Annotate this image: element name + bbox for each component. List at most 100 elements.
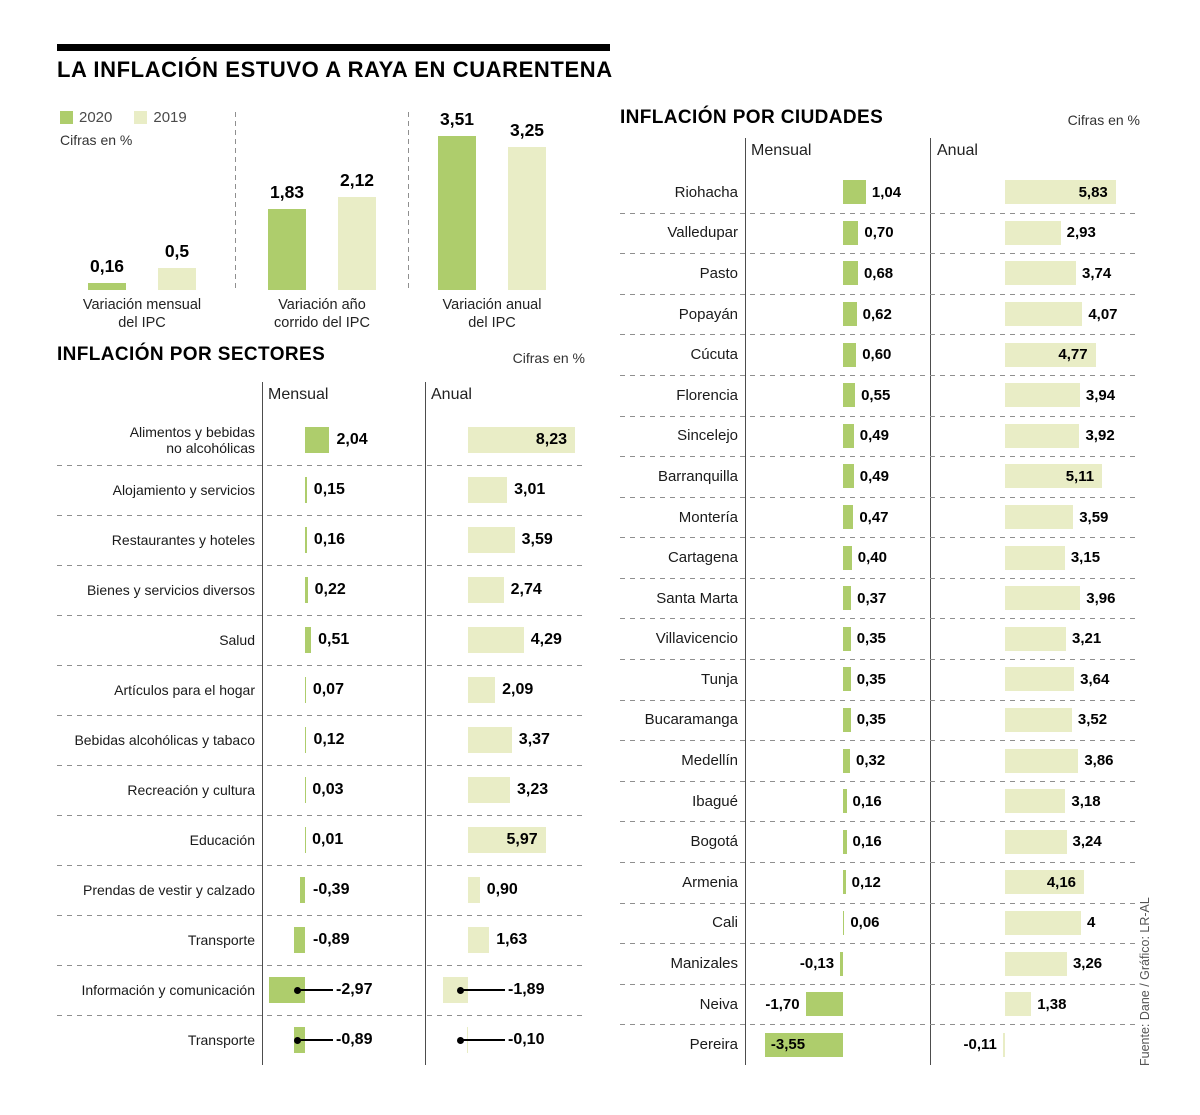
summary-bar-2020 <box>438 135 476 290</box>
city-anual-bar <box>1005 383 1080 408</box>
sector-mensual-bar <box>305 677 306 703</box>
city-anual-bar <box>1005 870 1085 895</box>
sector-mensual-bar <box>305 577 308 603</box>
city-row-label: Villavicencio <box>655 630 738 648</box>
city-anual-bar <box>1005 261 1077 286</box>
city-mensual-value: 0,35 <box>856 630 886 648</box>
sector-row-separator <box>57 715 585 716</box>
city-row-separator <box>620 212 1140 214</box>
legend: 2020 2019 <box>60 109 187 126</box>
city-row-label: Cartagena <box>667 549 738 567</box>
city-mensual-bar <box>843 342 857 367</box>
sector-anual-bar <box>468 727 512 753</box>
city-anual-value: 1,38 <box>1037 995 1067 1013</box>
summary-category-label: Variación año corrido del IPC <box>274 297 370 331</box>
city-anual-bar <box>1005 748 1079 773</box>
sector-anual-callout-line <box>460 1039 505 1041</box>
sector-mensual-value: -0,89 <box>336 1031 373 1048</box>
sector-mensual-value: 2,04 <box>336 431 368 448</box>
city-mensual-value: 0,49 <box>859 467 889 485</box>
summary-bar-value: 3,51 <box>439 108 475 129</box>
city-row-separator <box>620 699 1140 701</box>
city-mensual-value: 0,37 <box>857 589 887 607</box>
sector-mensual-bar <box>300 877 305 903</box>
city-mensual-bar <box>843 829 847 854</box>
city-anual-value: 4 <box>1087 914 1096 932</box>
sector-mensual-bar <box>305 527 307 553</box>
city-row-label: Barranquilla <box>657 467 738 485</box>
city-anual-value: 4,77 <box>1058 346 1088 364</box>
city-anual-bar <box>1005 302 1083 327</box>
city-anual-bar <box>1005 789 1066 814</box>
city-mensual-value: 0,47 <box>859 508 889 526</box>
city-mensual-value: 0,55 <box>861 386 891 404</box>
legend-swatch-2019 <box>134 111 148 124</box>
cities-units-label: Cifras en % <box>1067 112 1140 128</box>
city-row-separator <box>620 456 1140 458</box>
sector-row-separator <box>57 515 585 516</box>
cities-col-mensual: Mensual <box>751 142 812 159</box>
city-anual-value: 3,96 <box>1086 589 1116 607</box>
summary-units-label: Cifras en % <box>60 132 133 148</box>
sector-mensual-value: 0,01 <box>312 831 344 848</box>
city-mensual-value: 0,62 <box>862 305 892 323</box>
legend-label-2020: 2020 <box>79 109 113 126</box>
summary-bar-value: 3,25 <box>509 120 545 140</box>
sector-mensual-value: -2,97 <box>336 981 373 998</box>
sector-anual-value: 3,01 <box>514 481 546 498</box>
city-row-label: Manizales <box>670 954 738 972</box>
city-row-label: Montería <box>678 508 738 526</box>
city-row-label: Tunja <box>701 670 738 688</box>
city-row-separator <box>620 821 1140 823</box>
city-anual-value: 3,59 <box>1079 508 1109 526</box>
summary-bar-2019 <box>338 196 376 290</box>
sector-row-label: Bebidas alcohólicas y tabaco <box>74 731 255 748</box>
sector-row-label: Artículos para el hogar <box>114 681 255 698</box>
city-mensual-value: 0,40 <box>857 549 887 567</box>
sector-mensual-value: 0,51 <box>318 631 350 648</box>
sector-mensual-value: 0,03 <box>312 781 344 798</box>
city-row-label: Sincelejo <box>677 427 738 445</box>
sector-anual-value: 2,74 <box>510 581 542 598</box>
sector-anual-value: 0,90 <box>486 881 518 898</box>
city-mensual-value: 0,12 <box>851 873 881 891</box>
city-anual-bar <box>1005 910 1081 935</box>
city-row-separator <box>620 618 1140 620</box>
sector-row-separator <box>57 465 585 466</box>
city-anual-value: 3,26 <box>1072 954 1103 972</box>
sector-row-label: Información y comunicación <box>81 981 255 998</box>
city-mensual-bar <box>843 505 854 529</box>
city-anual-value: 5,83 <box>1078 183 1108 201</box>
city-mensual-value: 0,35 <box>856 670 886 688</box>
sector-anual-bar <box>468 877 480 903</box>
sectors-title: INFLACIÓN POR SECTORES <box>57 344 326 365</box>
sector-anual-bar <box>468 527 515 553</box>
city-mensual-bar <box>843 383 856 408</box>
sector-anual-value: -1,89 <box>508 981 545 998</box>
sectors-anual-divider <box>425 382 426 1065</box>
city-mensual-value: -3,55 <box>770 1036 806 1054</box>
city-row-label: Valledupar <box>667 224 738 242</box>
sector-anual-bar <box>468 627 524 653</box>
city-anual-bar <box>1005 342 1096 367</box>
sector-mensual-value: -0,39 <box>313 881 350 898</box>
city-mensual-value: 1,04 <box>871 183 902 201</box>
city-row-separator <box>620 374 1140 376</box>
sector-row-separator <box>57 615 585 616</box>
sector-row-label: Transporte <box>187 1031 255 1048</box>
summary-bar-2019 <box>508 147 546 290</box>
sector-row-separator <box>57 1015 585 1016</box>
city-row-separator <box>620 537 1140 539</box>
sector-row-label: Alojamiento y servicios <box>112 481 255 498</box>
city-anual-bar <box>1005 220 1061 245</box>
city-mensual-value: -1,70 <box>765 995 800 1013</box>
city-row-separator <box>620 902 1140 904</box>
city-anual-value: 3,24 <box>1072 833 1102 851</box>
city-mensual-bar <box>843 748 851 773</box>
city-mensual-value: 0,70 <box>864 224 894 242</box>
city-anual-value: 5,11 <box>1065 467 1095 485</box>
city-anual-value: 3,92 <box>1085 427 1115 445</box>
city-mensual-bar <box>843 261 858 286</box>
page-title: LA INFLACIÓN ESTUVO A RAYA EN CUARENTENA <box>57 57 613 82</box>
